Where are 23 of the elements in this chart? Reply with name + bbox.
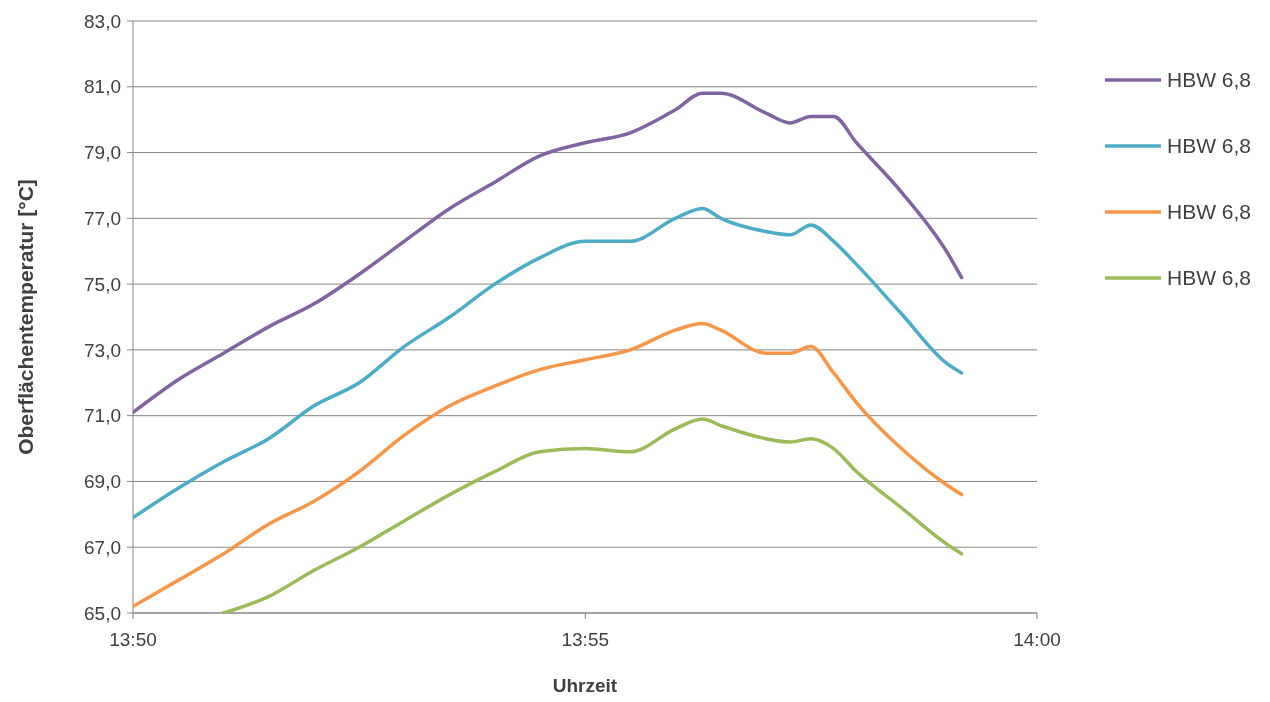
legend-label: HBW 6,8	[1167, 68, 1252, 92]
y-tick-label: 65,0	[84, 602, 121, 624]
legend-label: HBW 6,8	[1167, 134, 1252, 158]
y-tick-label: 69,0	[84, 471, 121, 493]
y-tick-label: 79,0	[84, 142, 121, 164]
legend-label: HBW 6,8	[1167, 200, 1252, 224]
line-series	[221, 417, 964, 613]
y-tick-label: 71,0	[84, 405, 121, 427]
line-series	[133, 321, 964, 609]
y-tick-label: 81,0	[84, 76, 121, 98]
x-axis-title: Uhrzeit	[552, 675, 618, 696]
x-tick-label: 13:50	[109, 629, 157, 650]
y-tick-label: 83,0	[84, 10, 121, 32]
x-tick-label: 14:00	[1013, 629, 1061, 650]
line-series	[133, 91, 964, 415]
y-axis-title: Oberflächentemperatur [°C]	[14, 179, 37, 455]
y-tick-label: 73,0	[84, 339, 121, 361]
y-tick-label: 67,0	[84, 536, 121, 558]
line-series	[133, 206, 964, 520]
legend-label: HBW 6,8	[1167, 266, 1252, 290]
x-tick-label: 13:55	[561, 629, 610, 650]
y-tick-label: 77,0	[84, 207, 121, 229]
y-tick-label: 75,0	[84, 273, 121, 295]
